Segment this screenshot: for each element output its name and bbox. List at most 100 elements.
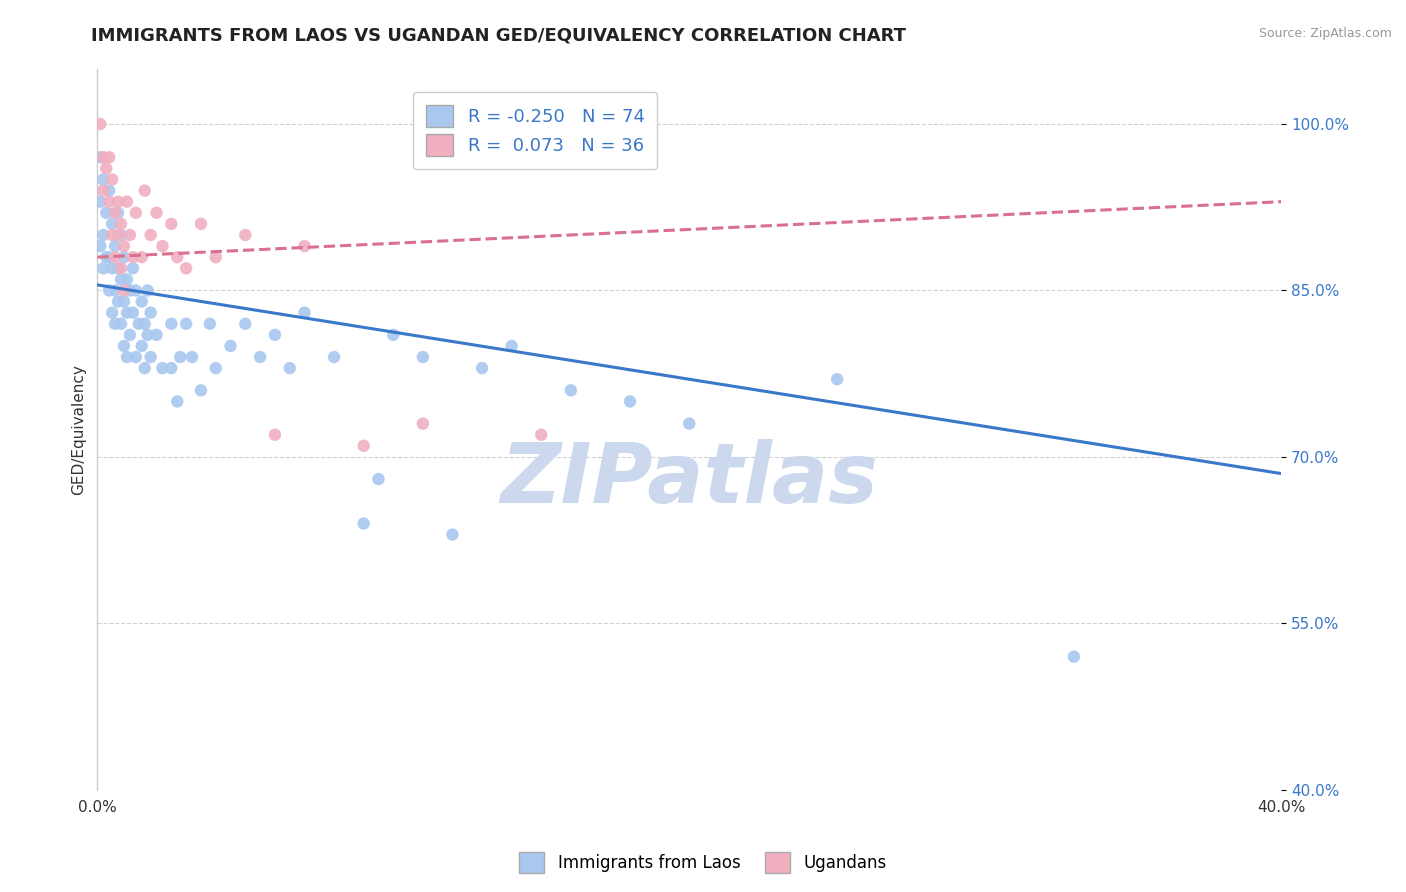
Point: [174, 261, 197, 276]
Point: [112, 339, 135, 353]
Point: [131, 339, 153, 353]
Point: [353, 516, 375, 531]
Point: [98, 150, 121, 164]
Point: [190, 384, 212, 398]
Point: [118, 227, 141, 242]
Point: [110, 217, 132, 231]
Point: [441, 527, 464, 541]
Point: [131, 250, 153, 264]
Point: [107, 194, 129, 209]
Point: [134, 317, 156, 331]
Point: [107, 227, 129, 242]
Point: [136, 327, 159, 342]
Point: [501, 339, 523, 353]
Point: [382, 327, 405, 342]
Point: [204, 250, 226, 264]
Text: Source: ZipAtlas.com: Source: ZipAtlas.com: [1258, 27, 1392, 40]
Point: [96, 206, 118, 220]
Point: [367, 472, 389, 486]
Point: [249, 350, 271, 364]
Point: [233, 317, 256, 331]
Point: [678, 417, 700, 431]
Point: [125, 284, 148, 298]
Point: [219, 339, 242, 353]
Point: [89, 117, 111, 131]
Point: [98, 194, 121, 209]
Point: [152, 239, 174, 253]
Point: [412, 417, 434, 431]
Point: [160, 217, 183, 231]
Legend: Immigrants from Laos, Ugandans: Immigrants from Laos, Ugandans: [513, 846, 893, 880]
Point: [190, 217, 212, 231]
Point: [264, 427, 287, 442]
Point: [131, 294, 153, 309]
Point: [145, 327, 167, 342]
Point: [294, 306, 316, 320]
Point: [1063, 649, 1085, 664]
Point: [91, 172, 114, 186]
Text: ZIPatlas: ZIPatlas: [501, 439, 879, 520]
Point: [323, 350, 346, 364]
Point: [101, 261, 124, 276]
Point: [233, 227, 256, 242]
Point: [121, 306, 143, 320]
Point: [115, 194, 138, 209]
Point: [91, 184, 114, 198]
Point: [530, 427, 553, 442]
Point: [145, 206, 167, 220]
Point: [118, 284, 141, 298]
Point: [107, 206, 129, 220]
Point: [169, 350, 191, 364]
Point: [121, 250, 143, 264]
Point: [89, 239, 111, 253]
Point: [160, 361, 183, 376]
Point: [96, 250, 118, 264]
Point: [619, 394, 641, 409]
Point: [128, 317, 150, 331]
Y-axis label: GED/Equivalency: GED/Equivalency: [72, 364, 86, 495]
Point: [104, 250, 127, 264]
Point: [181, 350, 204, 364]
Text: IMMIGRANTS FROM LAOS VS UGANDAN GED/EQUIVALENCY CORRELATION CHART: IMMIGRANTS FROM LAOS VS UGANDAN GED/EQUI…: [91, 27, 907, 45]
Point: [118, 327, 141, 342]
Point: [104, 239, 127, 253]
Point: [104, 317, 127, 331]
Point: [134, 361, 156, 376]
Point: [160, 317, 183, 331]
Point: [112, 294, 135, 309]
Point: [825, 372, 848, 386]
Point: [101, 306, 124, 320]
Point: [294, 239, 316, 253]
Point: [166, 394, 188, 409]
Point: [101, 227, 124, 242]
Point: [101, 217, 124, 231]
Point: [98, 250, 121, 264]
Point: [112, 250, 135, 264]
Point: [198, 317, 221, 331]
Point: [107, 294, 129, 309]
Point: [166, 250, 188, 264]
Point: [152, 361, 174, 376]
Point: [89, 150, 111, 164]
Point: [125, 206, 148, 220]
Point: [115, 272, 138, 286]
Point: [110, 317, 132, 331]
Point: [91, 150, 114, 164]
Point: [89, 194, 111, 209]
Point: [115, 350, 138, 364]
Point: [91, 261, 114, 276]
Legend: R = -0.250   N = 74, R =  0.073   N = 36: R = -0.250 N = 74, R = 0.073 N = 36: [413, 92, 657, 169]
Point: [125, 350, 148, 364]
Point: [353, 439, 375, 453]
Point: [139, 227, 162, 242]
Point: [101, 172, 124, 186]
Point: [560, 384, 582, 398]
Point: [98, 184, 121, 198]
Point: [98, 284, 121, 298]
Point: [112, 239, 135, 253]
Point: [139, 306, 162, 320]
Point: [264, 327, 287, 342]
Point: [104, 206, 127, 220]
Point: [204, 361, 226, 376]
Point: [121, 261, 143, 276]
